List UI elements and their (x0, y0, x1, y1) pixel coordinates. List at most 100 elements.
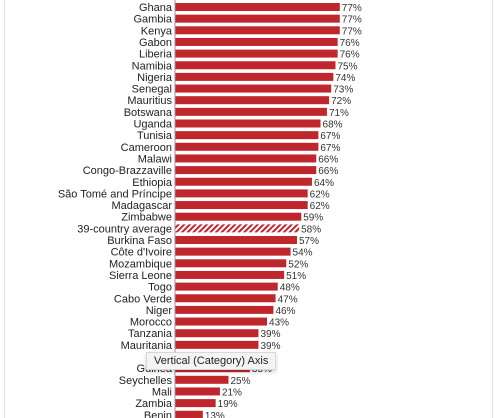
category-label-liberia: Liberia (139, 49, 173, 61)
bar-madagascar (175, 201, 308, 210)
category-label-senegal: Senegal (132, 84, 172, 96)
bar-uganda (175, 119, 321, 128)
category-label-gabon: Gabon (139, 37, 172, 49)
category-label-morocco: Morocco (130, 317, 172, 329)
bar-burkina-faso (175, 236, 297, 244)
bar-nigeria (175, 72, 334, 81)
value-label-tanzania: 39% (260, 329, 280, 340)
bar-mozambique (175, 259, 287, 268)
bar-gabon (175, 37, 338, 46)
category-label-ethiopia: Ethiopia (132, 177, 173, 189)
bar-niger (175, 305, 274, 314)
value-label-tunisia: 67% (320, 131, 340, 142)
category-label-niger: Niger (146, 305, 173, 317)
bar-cameroon (175, 142, 319, 151)
value-label-zambia: 19% (218, 399, 238, 410)
value-label-zimbabwe: 59% (303, 213, 323, 224)
category-label-nigeria: Nigeria (137, 72, 173, 84)
value-label-ghana: 77% (342, 3, 362, 14)
value-label-congo-brazzaville: 66% (318, 166, 338, 177)
value-label-uganda: 68% (323, 120, 343, 131)
right-edge-line (492, 0, 493, 418)
value-label-gabon: 76% (340, 38, 360, 49)
bar-zimbabwe (175, 212, 302, 221)
value-label-39-country-average: 58% (301, 224, 321, 235)
axis-tooltip: Vertical (Category) Axis (146, 352, 277, 370)
category-label-madagascar: Madagascar (111, 200, 172, 212)
category-label-botswana: Botswana (124, 107, 173, 119)
bar-mauritania (175, 340, 259, 349)
category-labels-group: GhanaGambiaKenyaGabonLiberiaNamibiaNiger… (58, 2, 173, 418)
bar-ethiopia (175, 177, 312, 186)
category-label-sierra-leone: Sierra Leone (109, 270, 172, 282)
category-label-mali: Mali (152, 386, 172, 398)
bar-gambia (175, 14, 340, 23)
bar-cabo-verde (175, 294, 276, 303)
value-labels-group: 77%77%77%76%76%75%74%73%72%71%68%67%67%6… (205, 3, 362, 418)
value-label-gambia: 77% (342, 15, 362, 26)
value-label-mozambique: 52% (288, 259, 308, 270)
value-label-niger: 46% (275, 306, 295, 317)
bar-zambia (175, 399, 216, 408)
value-label-burkina-faso: 57% (299, 236, 319, 247)
category-label-ghana: Ghana (139, 2, 173, 14)
bar-mauritius (175, 96, 330, 105)
category-label-cabo-verde: Cabo Verde (114, 293, 172, 305)
category-label-congo-brazzaville: Congo-Brazzaville (83, 165, 172, 177)
value-label-nigeria: 74% (335, 73, 355, 84)
bars-group (174, 0, 340, 418)
category-label-mozambique: Mozambique (109, 258, 172, 270)
category-label-sao-tome-and-principe: São Tomé and Príncipe (58, 188, 172, 200)
value-label-cabo-verde: 47% (278, 294, 298, 305)
bar-seychelles (175, 375, 229, 384)
category-label-mauritania: Mauritania (121, 340, 173, 352)
bar-botswana (175, 107, 327, 116)
category-label-tunisia: Tunisia (137, 130, 173, 142)
value-label-benin: 13% (205, 411, 225, 418)
value-label-mauritius: 72% (331, 96, 351, 107)
category-label-39-country-average: 39-country average (77, 223, 172, 235)
bar-mali (175, 387, 220, 396)
value-label-togo: 48% (280, 283, 300, 294)
value-label-mauritania: 39% (260, 341, 280, 352)
bar-cote-d-ivoire (175, 247, 291, 256)
category-label-mauritius: Mauritius (127, 95, 172, 107)
value-label-senegal: 73% (333, 85, 353, 96)
category-label-namibia: Namibia (132, 60, 173, 72)
category-label-gambia: Gambia (133, 14, 172, 26)
category-label-malawi: Malawi (138, 153, 172, 165)
category-label-zambia: Zambia (135, 398, 173, 410)
bar-tanzania (175, 329, 259, 338)
bar-ghana (175, 3, 340, 11)
category-label-cote-d-ivoire: Côte d'Ivoire (111, 247, 172, 259)
bar-kenya (175, 26, 340, 35)
bar-sao-tome-and-principe (175, 189, 308, 198)
bar-39-country-average (175, 224, 300, 233)
value-label-liberia: 76% (340, 50, 360, 61)
category-label-uganda: Uganda (133, 119, 172, 131)
bar-liberia (175, 49, 338, 58)
value-label-mali: 21% (222, 387, 242, 398)
bar-tunisia (175, 131, 319, 140)
category-label-kenya: Kenya (141, 25, 173, 37)
value-label-ethiopia: 64% (314, 178, 334, 189)
value-label-botswana: 71% (329, 108, 349, 119)
value-label-namibia: 75% (338, 61, 358, 72)
value-label-madagascar: 62% (310, 201, 330, 212)
bar-togo (175, 282, 278, 291)
bar-namibia (175, 61, 336, 70)
value-label-cote-d-ivoire: 54% (293, 248, 313, 259)
bar-senegal (175, 84, 332, 93)
bar-benin (175, 410, 203, 418)
bar-sierra-leone (175, 270, 285, 279)
value-label-kenya: 77% (342, 26, 362, 37)
category-label-zimbabwe: Zimbabwe (121, 212, 172, 224)
category-label-benin: Benin (144, 410, 172, 418)
value-label-sierra-leone: 51% (286, 271, 306, 282)
value-label-malawi: 66% (318, 154, 338, 165)
left-edge-line (4, 0, 5, 418)
bar-malawi (175, 154, 317, 163)
value-label-sao-tome-and-principe: 62% (310, 189, 330, 200)
value-label-cameroon: 67% (320, 143, 340, 154)
